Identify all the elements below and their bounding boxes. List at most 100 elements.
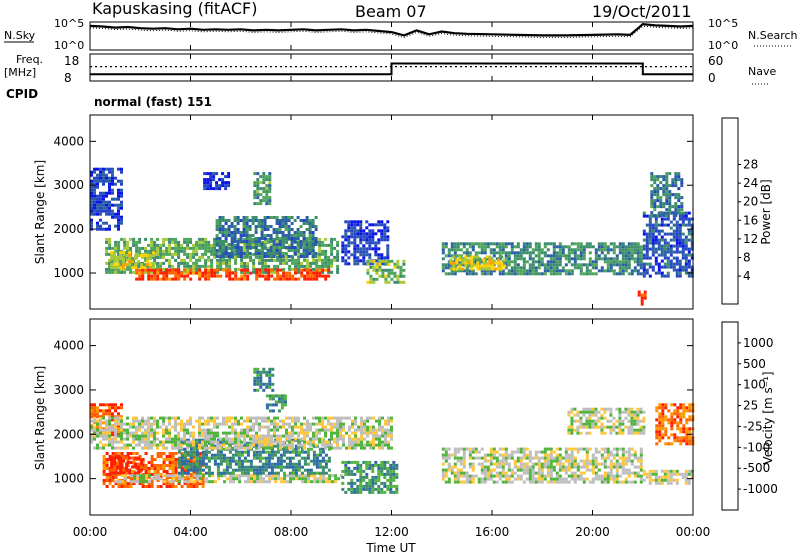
heatmap-cell bbox=[120, 434, 123, 438]
heatmap-cell bbox=[615, 254, 619, 258]
heatmap-cell bbox=[303, 440, 306, 444]
heatmap-cell bbox=[284, 228, 288, 231]
heatmap-cell bbox=[225, 468, 229, 472]
heatmap-cell bbox=[119, 257, 123, 261]
heatmap-cell bbox=[677, 196, 681, 200]
heatmap-cell bbox=[225, 456, 229, 460]
heatmap-cell bbox=[216, 462, 220, 466]
heatmap-cell bbox=[374, 475, 378, 479]
heatmap-cell bbox=[669, 226, 673, 230]
heatmap-cell bbox=[117, 240, 121, 244]
heatmap-cell bbox=[99, 176, 102, 180]
heatmap-cell bbox=[258, 258, 262, 262]
heatmap-cell bbox=[93, 203, 96, 207]
heatmap-cell bbox=[204, 249, 208, 253]
heatmap-cell bbox=[198, 462, 202, 466]
heatmap-cell bbox=[96, 209, 99, 213]
heatmap-cell bbox=[390, 259, 394, 263]
heatmap-cell bbox=[459, 480, 463, 484]
heatmap-cell bbox=[90, 191, 93, 195]
heatmap-cell bbox=[306, 261, 310, 265]
heatmap-cell bbox=[129, 431, 132, 435]
heatmap-cell bbox=[215, 219, 219, 222]
heatmap-cell bbox=[468, 474, 472, 478]
heatmap-cell bbox=[252, 453, 256, 457]
heatmap-cell bbox=[573, 263, 577, 267]
heatmap-cell bbox=[353, 262, 357, 266]
heatmap-cell bbox=[353, 259, 357, 263]
heatmap-cell bbox=[151, 477, 155, 481]
heatmap-cell bbox=[144, 434, 147, 438]
heatmap-cell bbox=[374, 223, 378, 227]
heatmap-cell bbox=[325, 480, 329, 484]
heatmap-cell bbox=[564, 245, 568, 249]
heatmap-cell bbox=[656, 199, 660, 203]
heatmap-cell bbox=[540, 272, 544, 276]
heatmap-cell bbox=[213, 271, 217, 275]
heatmap-cell bbox=[654, 250, 658, 254]
station-title: Kapuskasing (fitACF) bbox=[92, 0, 257, 18]
heatmap-cell bbox=[132, 240, 136, 244]
heatmap-cell bbox=[260, 222, 264, 225]
heatmap-cell bbox=[120, 403, 123, 407]
heatmap-cell bbox=[356, 256, 360, 260]
heatmap-cell bbox=[183, 470, 187, 473]
heatmap-cell bbox=[237, 277, 241, 281]
heatmap-cell bbox=[279, 465, 283, 469]
heatmap-cell bbox=[294, 447, 298, 451]
heatmap-cell bbox=[522, 242, 526, 246]
heatmap-cell bbox=[147, 440, 150, 444]
heatmap-cell bbox=[374, 481, 378, 485]
heatmap-cell bbox=[222, 441, 226, 445]
heatmap-cell bbox=[497, 258, 501, 262]
heatmap-cell bbox=[256, 474, 260, 478]
heatmap-cell bbox=[324, 459, 328, 463]
heatmap-cell bbox=[247, 474, 251, 478]
heatmap-cell bbox=[111, 479, 115, 482]
heatmap-cell bbox=[465, 474, 469, 478]
heatmap-cell bbox=[318, 428, 321, 432]
heatmap-cell bbox=[267, 425, 270, 429]
heatmap-cell bbox=[444, 456, 448, 460]
heatmap-cell bbox=[381, 274, 385, 278]
heatmap-cell bbox=[105, 467, 109, 470]
heatmap-cell bbox=[534, 248, 538, 252]
heatmap-cell bbox=[651, 238, 655, 242]
heatmap-cell bbox=[126, 422, 129, 426]
heatmap-cell bbox=[340, 474, 344, 478]
heatmap-cell bbox=[341, 256, 345, 260]
heatmap-cell bbox=[120, 194, 123, 198]
heatmap-cell bbox=[372, 416, 375, 420]
heatmap-cell bbox=[353, 244, 357, 248]
heatmap-cell bbox=[186, 237, 190, 241]
heatmap-cell bbox=[296, 216, 300, 219]
heatmap-cell bbox=[137, 462, 141, 466]
heatmap-cell bbox=[669, 220, 673, 224]
heatmap-cell bbox=[282, 274, 286, 278]
heatmap-cell bbox=[297, 267, 301, 271]
heatmap-cell bbox=[288, 446, 291, 450]
heatmap-cell bbox=[183, 441, 187, 445]
heatmap-cell bbox=[390, 268, 394, 272]
heatmap-cell bbox=[353, 229, 357, 233]
heatmap-cell bbox=[168, 440, 171, 444]
heatmap-cell bbox=[368, 235, 372, 239]
heatmap-cell bbox=[276, 434, 279, 438]
heatmap-cell bbox=[189, 440, 192, 444]
heatmap-cell bbox=[516, 251, 520, 255]
heatmap-cell bbox=[549, 269, 553, 273]
power-heatmap bbox=[90, 167, 694, 306]
heatmap-cell bbox=[119, 459, 123, 463]
heatmap-cell bbox=[267, 271, 271, 275]
heatmap-cell bbox=[582, 251, 586, 255]
heatmap-cell bbox=[159, 255, 163, 259]
heatmap-cell bbox=[642, 271, 646, 275]
heatmap-cell bbox=[259, 202, 263, 206]
heatmap-cell bbox=[246, 416, 249, 420]
heatmap-cell bbox=[243, 277, 247, 281]
heatmap-cell bbox=[492, 447, 496, 451]
heatmap-cell bbox=[93, 437, 96, 441]
heatmap-cell bbox=[171, 446, 174, 450]
heatmap-cell bbox=[165, 458, 169, 461]
heatmap-cell bbox=[365, 466, 369, 470]
